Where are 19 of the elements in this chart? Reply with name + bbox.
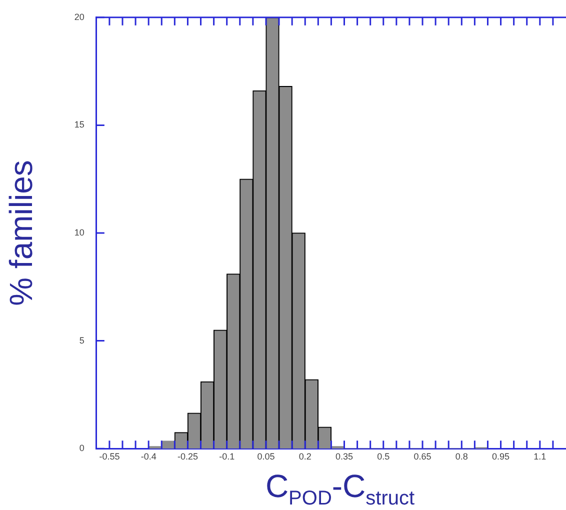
x-tick-label: 0.8 (455, 451, 468, 462)
x-tick-label: -0.55 (99, 451, 120, 462)
x-tick-label: -0.4 (140, 451, 156, 462)
x-tick-label: 0.65 (414, 451, 432, 462)
x-axis-title: C$_{POD}$-C$_{struct}$ (264, 468, 416, 510)
x-tick-label: 0.35 (335, 451, 354, 462)
y-tick-label: 10 (74, 227, 84, 238)
x-tick-label: -0.25 (177, 451, 198, 462)
y-tick-label: 5 (79, 335, 84, 346)
y-axis-title: % families (3, 160, 40, 306)
x-tick-label: 0.95 (492, 451, 510, 462)
x-tick-label: 0.2 (298, 451, 312, 462)
y-tick-label: 0 (79, 443, 84, 454)
y-tick-label: 15 (74, 120, 84, 130)
x-tick-label: -0.1 (219, 451, 235, 462)
y-tick-label: 20 (74, 12, 84, 22)
x-tick-label: 1.1 (534, 451, 546, 462)
x-tick-label: 0.5 (377, 451, 390, 462)
x-tick-label: 0.05 (257, 451, 275, 462)
